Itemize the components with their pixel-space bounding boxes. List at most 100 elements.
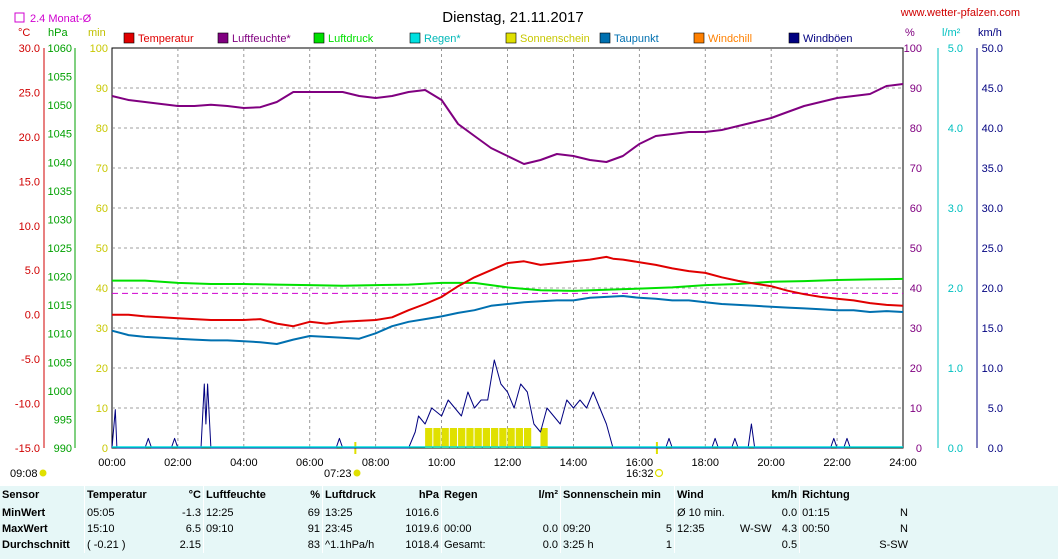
sunshine-bar [482, 428, 491, 448]
humidity-tick: 60 [910, 203, 922, 215]
sunshine-bar [449, 428, 458, 448]
weather-chart: Dienstag, 21.11.2017 www.wetter-pfalzen.… [10, 7, 1020, 480]
pressure-tick: 1060 [48, 43, 72, 55]
temp-tick: 15.0 [19, 176, 40, 188]
humidity-tick: 0 [916, 443, 922, 455]
sun-tick: 0 [102, 443, 108, 455]
stats-cell-wind-time: Ø 10 min. [673, 505, 727, 521]
pressure-tick: 1050 [48, 100, 72, 112]
hdr-sensor: Sensor [2, 489, 40, 501]
rain-tick: 2.0 [948, 283, 963, 295]
legend-swatch [788, 32, 800, 44]
legend-swatch [693, 32, 705, 44]
sunshine-bar [425, 428, 433, 448]
stats-cell-wind-dir: W-SW [739, 523, 772, 535]
grid [111, 47, 904, 449]
stats-cell-press-val: 1016.6 [405, 507, 439, 519]
stats-cell-sun-val: 5 [665, 523, 672, 535]
sunrise-icon [353, 469, 361, 477]
sun-tick: 10 [96, 403, 108, 415]
hdr-wind-unit: km/h [771, 489, 798, 501]
temp-tick: -5.0 [21, 354, 40, 366]
stats-cell-temp-time: ( -0.21 ) [84, 537, 159, 553]
x-tick: 08:00 [362, 457, 390, 469]
rain-tick: 4.0 [948, 123, 963, 135]
sunshine-bar [491, 428, 499, 448]
sun-tick: 40 [96, 283, 108, 295]
stats-cell-temp-val: 6.5 [185, 523, 201, 535]
temp-tick: 25.0 [19, 87, 40, 99]
sun-tick: 50 [96, 243, 108, 255]
series-line-luftfeuchte [111, 83, 904, 165]
legend: Temperatur Luftfeuchte* Luftdruck Regen* Son… [123, 32, 853, 45]
sunshine-bar [441, 428, 449, 448]
legend-label: Luftdruck [328, 33, 374, 45]
temp-tick: -15.0 [15, 443, 40, 455]
temp-tick: 0.0 [25, 310, 40, 322]
stats-row: Durchschnitt ( -0.21 ) 2.15 83 ^1.1hPa/h 1018… [0, 537, 910, 553]
stats-cell-sun-time [559, 505, 648, 521]
stats-cell-rain-time: Gesamt: [441, 537, 506, 553]
legend-label: Luftfeuchte* [232, 33, 291, 45]
humidity-tick: 100 [904, 43, 922, 55]
stats-row: MaxWert 15:10 6.5 09:10 91 23:45 1019.6 00:00 0.… [0, 521, 910, 537]
humidity-tick: 20 [910, 363, 922, 375]
pressure-tick: 1010 [48, 329, 72, 341]
hdr-temp: Temperatur [84, 486, 159, 505]
wind-tick: 40.0 [982, 123, 1003, 135]
humidity-tick: 50 [910, 243, 922, 255]
stats-cell-hum-val: 83 [307, 539, 320, 551]
stats-cell-hum-val: 69 [307, 507, 320, 519]
rain-tick: 1.0 [948, 363, 963, 375]
legend-swatch [217, 32, 229, 44]
rain-tick: 3.0 [948, 203, 963, 215]
sunshine-bar [515, 428, 523, 448]
sunshine-bar [458, 428, 466, 448]
legend-swatch [409, 32, 421, 44]
hdr-press-unit: hPa [418, 489, 439, 501]
legend-swatch [505, 32, 517, 44]
sun-tick: 60 [96, 203, 108, 215]
hdr-dir: Richtung [799, 486, 910, 505]
stats-cell-dir-time: 00:50 [799, 521, 855, 537]
stats-cell-dir-val: N [900, 523, 908, 535]
stats-cell-press-time: 23:45 [322, 521, 387, 537]
x-tick: 06:00 [296, 457, 324, 469]
legend-label: Windböen [803, 33, 853, 45]
hdr-wind: Wind [673, 486, 727, 505]
legend-label: Windchill [708, 33, 752, 45]
pressure-tick: 1020 [48, 272, 72, 284]
series-line-windben [111, 359, 851, 449]
stats-cell-sun-val: 1 [665, 539, 672, 551]
rain-tick: 0.0 [948, 443, 963, 455]
pressure-tick: 1040 [48, 157, 72, 169]
sunset-icon [654, 468, 664, 478]
stats-cell-rain-val: 0.0 [542, 523, 558, 535]
legend-label: Taupunkt [614, 33, 659, 45]
min-unit: min [88, 27, 106, 39]
stats-cell-sun-time: 3:25 h [559, 537, 648, 553]
pressure-tick: 1030 [48, 214, 72, 226]
temp-unit: °C [18, 27, 30, 39]
legend-label: Temperatur [138, 33, 194, 45]
stats-cell-rain-time [441, 505, 506, 521]
wind-tick: 25.0 [982, 243, 1003, 255]
humidity-tick: 70 [910, 163, 922, 175]
stats-cell-wind-val: 0.5 [781, 539, 798, 551]
website-link[interactable]: www.wetter-pfalzen.com [900, 7, 1020, 19]
axes: 30.0 25.0 20.0 15.0 10.0 5.0 0.0 -5.0 -10.0 -15.0… [15, 43, 1003, 469]
wind-tick: 10.0 [982, 363, 1003, 375]
wind-tick: 20.0 [982, 283, 1003, 295]
stats-cell-hum-time: 12:25 [203, 505, 288, 521]
sun-tick: 100 [90, 43, 108, 55]
stats-table: Sensor Temperatur °C Luftfeuchte % Luftd… [0, 486, 910, 553]
stats-cell-wind-val: 4.3 [781, 523, 798, 535]
legend-swatch [123, 32, 135, 44]
stats-cell-wind-val: 0.0 [781, 507, 798, 519]
sunrise-time: 07:23 [324, 468, 352, 480]
stats-cell-rain-time: 00:00 [441, 521, 506, 537]
sunset-time: 16:32 [626, 468, 654, 480]
plot-series [111, 83, 904, 454]
legend-swatch [599, 32, 611, 44]
wind-tick: 15.0 [982, 323, 1003, 335]
